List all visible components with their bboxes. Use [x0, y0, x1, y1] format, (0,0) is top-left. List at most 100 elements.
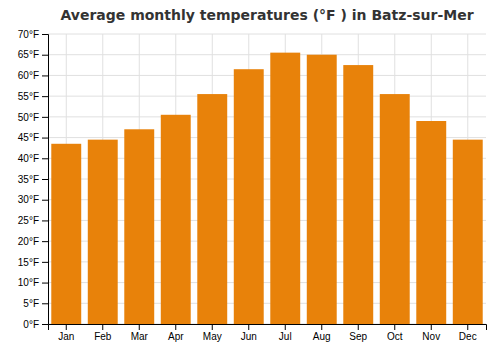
y-tick-label: 35°F — [18, 174, 39, 185]
x-tick: Oct — [387, 324, 403, 342]
x-tick-mark — [467, 324, 468, 330]
y-tick: 45°F — [18, 132, 48, 143]
y-tick: 5°F — [23, 298, 48, 309]
x-tick-label: Sep — [349, 331, 367, 342]
y-tick-label: 40°F — [18, 153, 39, 164]
y-tick-mark — [42, 138, 48, 139]
x-tick-label: Dec — [459, 331, 477, 342]
x-tick-mark — [431, 324, 432, 330]
y-tick-mark — [42, 158, 48, 159]
x-tick-label: Nov — [422, 331, 440, 342]
y-grid-line — [48, 75, 486, 76]
bar — [453, 140, 483, 324]
bar — [270, 53, 300, 324]
x-tick-mark — [212, 324, 213, 330]
x-tick: Dec — [459, 324, 477, 342]
bar — [124, 129, 154, 324]
x-tick-mark — [66, 324, 67, 330]
x-tick-mark — [321, 324, 322, 330]
y-tick: 0°F — [23, 319, 48, 330]
y-tick: 20°F — [18, 236, 48, 247]
x-tick-label: Oct — [387, 331, 403, 342]
chart: 0°F 5°F 10°F 15°F 20°F 25°F 30°F 35°F 40°F 45°F 50… — [0, 0, 500, 350]
y-tick-mark — [42, 117, 48, 118]
x-tick: Nov — [422, 324, 440, 342]
y-tick-mark — [42, 303, 48, 304]
x-axis-line — [49, 325, 487, 331]
y-tick-mark — [42, 179, 48, 180]
bar — [380, 94, 410, 324]
y-tick-label: 55°F — [18, 91, 39, 102]
y-tick-label: 50°F — [18, 112, 39, 123]
y-tick: 65°F — [18, 49, 48, 60]
y-tick-mark — [42, 55, 48, 56]
y-tick-mark — [42, 96, 48, 97]
y-grid-line — [48, 96, 486, 97]
y-tick-label: 30°F — [18, 194, 39, 205]
x-tick-label: Mar — [131, 331, 149, 342]
bar — [416, 121, 446, 324]
x-tick: May — [203, 324, 222, 342]
x-axis: Jan Feb Mar Apr May Jun Jul Aug Sep Oct Nov Dec — [49, 324, 487, 342]
x-tick: Feb — [94, 324, 112, 342]
y-grid-line — [48, 34, 486, 35]
bars — [51, 53, 482, 324]
x-tick: Mar — [131, 324, 149, 342]
y-tick-label: 0°F — [23, 319, 39, 330]
bar — [307, 55, 337, 324]
x-tick: Jul — [279, 324, 292, 342]
y-axis-line — [42, 35, 49, 325]
grid — [48, 34, 486, 324]
y-grid-line — [48, 54, 486, 55]
y-tick: 25°F — [18, 215, 48, 226]
y-tick: 55°F — [18, 91, 48, 102]
y-tick: 40°F — [18, 153, 48, 164]
y-tick-label: 10°F — [18, 277, 39, 288]
x-tick-label: Feb — [94, 331, 112, 342]
y-tick: 70°F — [18, 29, 48, 40]
bar — [51, 144, 81, 324]
bar — [234, 69, 264, 324]
bar — [161, 115, 191, 324]
y-tick-mark — [42, 262, 48, 263]
x-tick-mark — [139, 324, 140, 330]
x-tick-mark — [175, 324, 176, 330]
y-tick-label: 5°F — [23, 298, 39, 309]
x-tick-label: Jul — [279, 331, 292, 342]
y-tick-mark — [42, 241, 48, 242]
bar — [343, 65, 373, 324]
x-tick-label: Aug — [313, 331, 331, 342]
y-tick: 30°F — [18, 194, 48, 205]
y-tick-label: 45°F — [18, 132, 39, 143]
y-tick-mark — [42, 200, 48, 201]
plot: 0°F 5°F 10°F 15°F 20°F 25°F 30°F 35°F 40°F 45°F 50… — [18, 29, 487, 342]
y-tick-label: 60°F — [18, 70, 39, 81]
y-grid-line — [48, 116, 486, 117]
bar — [88, 140, 118, 324]
bar — [197, 94, 227, 324]
x-tick-mark — [102, 324, 103, 330]
y-tick-label: 70°F — [18, 29, 39, 40]
y-axis: 0°F 5°F 10°F 15°F 20°F 25°F 30°F 35°F 40°F 45°F 50… — [18, 29, 49, 330]
title: Average monthly temperatures (°F ) in Ba… — [60, 7, 473, 23]
y-tick-mark — [42, 324, 48, 325]
x-tick-mark — [394, 324, 395, 330]
x-tick-label: May — [203, 331, 222, 342]
y-tick-label: 15°F — [18, 257, 39, 268]
y-tick-label: 20°F — [18, 236, 39, 247]
y-tick: 15°F — [18, 257, 48, 268]
x-tick: Sep — [349, 324, 367, 342]
y-tick: 10°F — [18, 277, 48, 288]
x-tick-label: Jan — [58, 331, 74, 342]
x-tick-label: Apr — [168, 331, 184, 342]
x-tick: Aug — [313, 324, 331, 342]
x-tick: Jun — [241, 324, 257, 342]
y-tick: 50°F — [18, 112, 48, 123]
x-tick-label: Jun — [241, 331, 257, 342]
y-tick: 60°F — [18, 70, 48, 81]
y-tick-mark — [42, 75, 48, 76]
y-tick-label: 25°F — [18, 215, 39, 226]
y-tick-mark — [42, 34, 48, 35]
x-tick: Jan — [58, 324, 74, 342]
y-tick-mark — [42, 283, 48, 284]
